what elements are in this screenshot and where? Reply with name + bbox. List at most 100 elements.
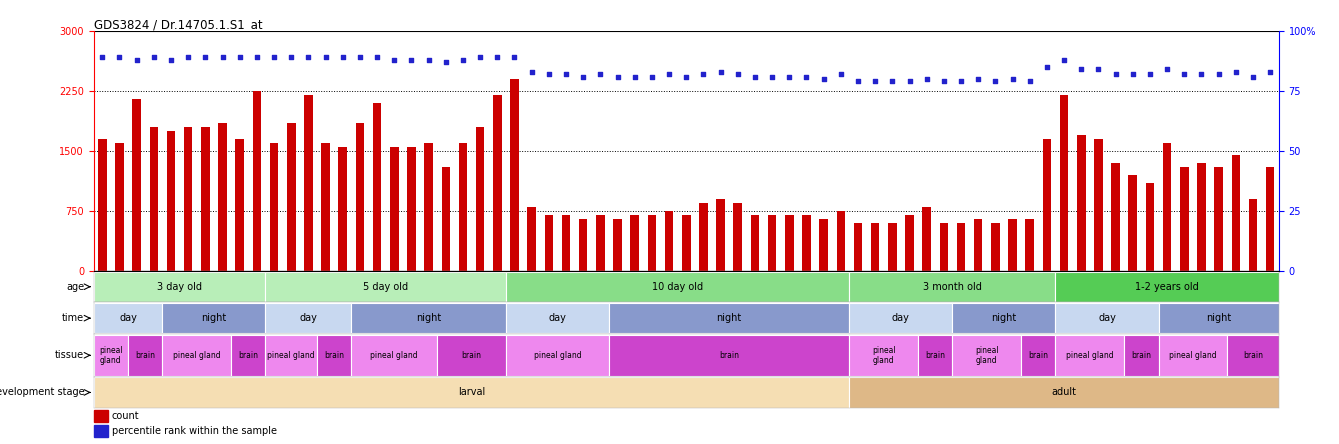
Bar <box>1158 303 1279 333</box>
Point <box>1002 75 1023 83</box>
Bar <box>1055 335 1125 376</box>
Bar <box>562 215 570 271</box>
Point <box>762 73 783 80</box>
Text: pineal
gland: pineal gland <box>99 345 123 365</box>
Point <box>108 54 130 61</box>
Point <box>1208 71 1229 78</box>
Point <box>830 71 852 78</box>
Text: brain: brain <box>1028 351 1048 360</box>
Point <box>676 73 698 80</box>
Bar <box>1077 135 1086 271</box>
Text: night: night <box>201 313 226 323</box>
Text: day: day <box>119 313 137 323</box>
Bar <box>905 215 913 271</box>
Bar <box>734 203 742 271</box>
Bar <box>1043 139 1051 271</box>
Text: day: day <box>1098 313 1115 323</box>
Bar <box>287 123 296 271</box>
Text: 1-2 years old: 1-2 years old <box>1135 282 1198 292</box>
Text: 5 day old: 5 day old <box>363 282 408 292</box>
Point <box>470 54 491 61</box>
Bar <box>1249 199 1257 271</box>
Point <box>951 78 972 85</box>
Bar <box>1111 163 1119 271</box>
Bar <box>609 335 849 376</box>
Text: pineal gland: pineal gland <box>268 351 315 360</box>
Bar <box>613 219 621 271</box>
Text: 3 month old: 3 month old <box>923 282 981 292</box>
Text: night: night <box>416 313 442 323</box>
Text: brain: brain <box>925 351 945 360</box>
Bar <box>269 143 279 271</box>
Bar <box>578 219 588 271</box>
Bar <box>442 167 450 271</box>
Point <box>573 73 595 80</box>
Point <box>1139 71 1161 78</box>
Point <box>383 56 404 63</box>
Bar <box>94 425 108 437</box>
Text: brain: brain <box>719 351 739 360</box>
Bar <box>115 143 123 271</box>
Bar <box>870 223 880 271</box>
Point <box>1173 71 1194 78</box>
Bar <box>253 91 261 271</box>
Bar <box>339 147 347 271</box>
Point <box>538 71 560 78</box>
Bar <box>321 143 329 271</box>
Bar <box>162 303 265 333</box>
Bar <box>94 272 265 302</box>
Text: brain: brain <box>135 351 155 360</box>
Bar <box>991 223 1000 271</box>
Bar <box>356 123 364 271</box>
Point <box>813 75 834 83</box>
Bar <box>1008 219 1016 271</box>
Bar <box>888 223 897 271</box>
Text: percentile rank within the sample: percentile rank within the sample <box>111 426 277 436</box>
Bar <box>1197 163 1205 271</box>
Bar <box>923 207 931 271</box>
Point <box>503 54 525 61</box>
Bar <box>1129 175 1137 271</box>
Point <box>710 68 731 75</box>
Point <box>589 71 611 78</box>
Bar <box>1059 95 1069 271</box>
Text: count: count <box>111 411 139 421</box>
Bar <box>596 215 605 271</box>
Bar <box>837 211 845 271</box>
Bar <box>1265 167 1275 271</box>
Text: pineal
gland: pineal gland <box>872 345 896 365</box>
Point <box>1087 66 1109 73</box>
Bar <box>265 335 317 376</box>
Bar <box>183 127 193 271</box>
Bar <box>304 95 313 271</box>
Text: pineal gland: pineal gland <box>1169 351 1217 360</box>
Bar <box>506 303 609 333</box>
Text: pineal gland: pineal gland <box>1066 351 1114 360</box>
Bar <box>506 272 849 302</box>
Point <box>778 73 799 80</box>
Point <box>692 71 714 78</box>
Point <box>1071 66 1093 73</box>
Text: brain: brain <box>324 351 344 360</box>
Bar <box>150 127 158 271</box>
Bar <box>94 377 849 408</box>
Point <box>641 73 663 80</box>
Point <box>1019 78 1040 85</box>
Point <box>607 73 628 80</box>
Text: tissue: tissue <box>55 350 84 360</box>
Point <box>1054 56 1075 63</box>
Bar <box>1214 167 1223 271</box>
Point <box>916 75 937 83</box>
Point <box>91 54 112 61</box>
Bar <box>751 215 759 271</box>
Bar <box>785 215 794 271</box>
Bar <box>351 335 438 376</box>
Bar <box>424 143 432 271</box>
Bar <box>475 127 485 271</box>
Point <box>367 54 388 61</box>
Bar <box>372 103 382 271</box>
Text: age: age <box>66 282 84 292</box>
Bar <box>682 215 691 271</box>
Text: brain: brain <box>1131 351 1152 360</box>
Point <box>556 71 577 78</box>
